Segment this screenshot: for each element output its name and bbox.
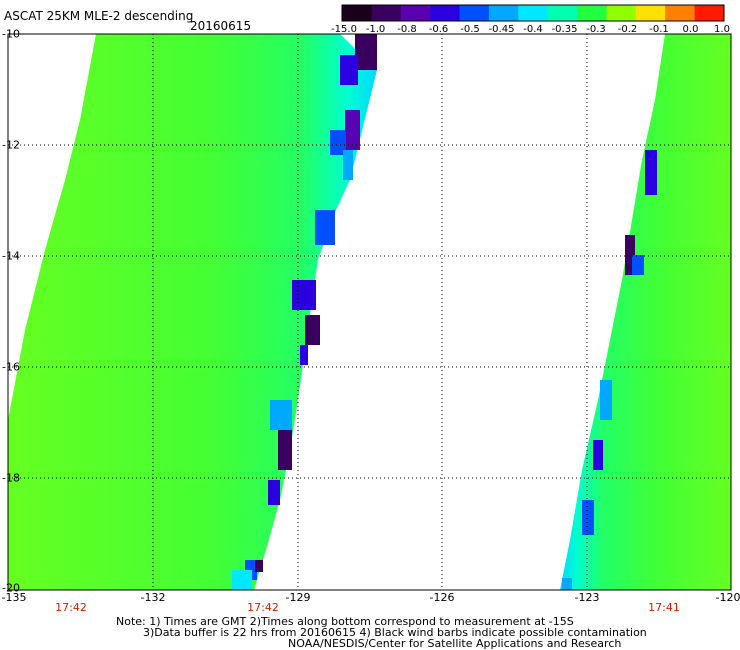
- swath-edge-block: [232, 570, 252, 590]
- x-axis-label: -123: [574, 591, 600, 604]
- pass-time-label: 17:42: [55, 601, 87, 614]
- swath-edge-block: [645, 150, 657, 195]
- colorbar-segment: [635, 5, 666, 21]
- colorbar: [341, 4, 725, 22]
- swath-edge-block: [268, 480, 280, 505]
- colorbar-frame: [341, 4, 725, 22]
- pass-time-label: 17:41: [648, 601, 680, 614]
- swath-edge-block: [305, 315, 320, 345]
- y-axis-label: -10: [2, 27, 20, 41]
- colorbar-segment: [694, 5, 725, 21]
- colorbar-segment: [547, 5, 578, 21]
- swath-edge-block: [355, 34, 377, 70]
- x-axis-label: -132: [140, 591, 166, 604]
- footnote-line-2: 3)Data buffer is 22 hrs from 20160615 4)…: [143, 626, 647, 639]
- swath-edge-block: [600, 380, 612, 420]
- colorbar-label: -0.1: [649, 24, 669, 35]
- swath-edge-block: [632, 255, 644, 275]
- y-axis-label: -12: [2, 138, 20, 152]
- grid-lines: [8, 34, 731, 590]
- colorbar-label: -0.2: [617, 24, 638, 35]
- pass-time-label: 17:42: [247, 601, 279, 614]
- colorbar-segment: [430, 5, 461, 21]
- x-axis-label: -129: [285, 591, 311, 604]
- colorbar-label: -15.0: [331, 24, 357, 35]
- x-axis-label: -126: [429, 591, 455, 604]
- swath-edge-block: [593, 440, 603, 470]
- colorbar-segment: [606, 5, 637, 21]
- colorbar-label: -0.6: [428, 24, 449, 35]
- map-frame: [7, 33, 732, 591]
- swath-edge-block: [292, 280, 316, 310]
- colorbar-segment: [518, 5, 549, 21]
- swath-edge-block: [562, 578, 572, 590]
- colorbar-segment: [371, 5, 402, 21]
- y-axis-label: -18: [2, 471, 20, 485]
- footnote-line-1: Note: 1) Times are GMT 2)Times along bot…: [116, 615, 574, 628]
- x-axis-label: -120: [715, 591, 740, 604]
- right-swath-edge: [562, 150, 657, 590]
- colorbar-label: -0.3: [586, 24, 606, 35]
- left-swath: [8, 34, 377, 590]
- swath-edge-block: [625, 235, 635, 275]
- swath-edge-block: [330, 130, 346, 155]
- swath-edge-block: [255, 560, 263, 572]
- colorbar-segment: [665, 5, 696, 21]
- swath-edge-block: [270, 400, 292, 430]
- colorbar-segment: [459, 5, 490, 21]
- colorbar-label: -0.35: [551, 24, 578, 35]
- footnote-line-3: NOAA/NESDIS/Center for Satellite Applica…: [288, 637, 622, 650]
- y-axis-label: -14: [2, 249, 20, 263]
- map-title: ASCAT 25KM MLE-2 descending: [4, 9, 194, 23]
- swath-edge-block: [582, 500, 594, 535]
- swath-edge-block: [278, 430, 292, 470]
- swath-edge-block: [340, 55, 358, 85]
- swath-edge-block: [343, 150, 353, 180]
- swath-edge-block: [345, 110, 360, 150]
- colorbar-label: 0.0: [682, 24, 699, 35]
- swath-edge-block: [315, 210, 335, 245]
- colorbar-segment: [342, 5, 372, 21]
- y-axis-label: -16: [2, 360, 20, 374]
- colorbar-label: -0.5: [460, 24, 480, 35]
- y-axis-label: -20: [2, 581, 20, 595]
- colorbar-segment: [488, 5, 519, 21]
- colorbar-label: -1.0: [365, 24, 386, 35]
- colorbar-label: -0.45: [488, 24, 515, 35]
- map-date: 20160615: [190, 19, 252, 33]
- x-axis-label: -135: [1, 591, 27, 604]
- colorbar-segment: [577, 5, 607, 21]
- colorbar-segment: [400, 5, 431, 21]
- swath-edge-block: [300, 345, 308, 365]
- colorbar-label: 1.0: [714, 24, 730, 35]
- left-swath-edge: [232, 34, 377, 590]
- colorbar-label: -0.8: [397, 24, 417, 35]
- colorbar-label: -0.4: [523, 24, 543, 35]
